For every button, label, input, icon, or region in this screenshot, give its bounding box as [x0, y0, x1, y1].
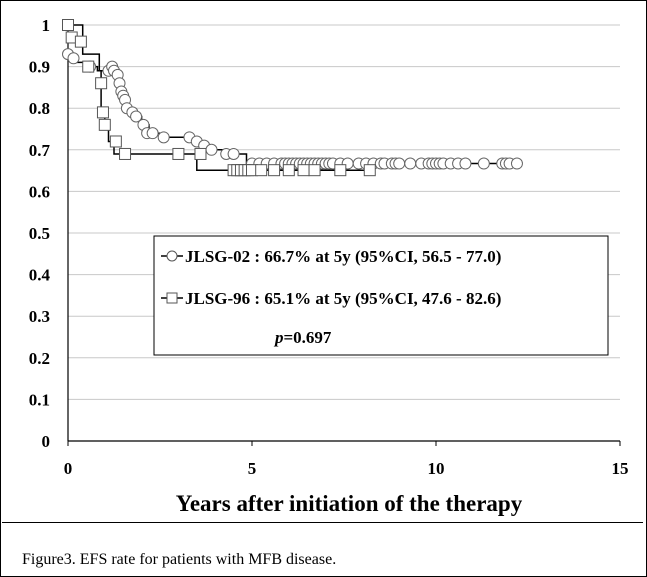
censor-mark-jlsg-96	[119, 147, 132, 160]
censor-mark-jlsg-02	[393, 157, 406, 170]
x-axis-title: Years after initiation of the therapy	[176, 491, 523, 516]
censor-mark-jlsg-96	[109, 135, 122, 148]
km-line-jlsg-96	[68, 24, 374, 171]
censor-mark-jlsg-02	[130, 110, 143, 123]
censor-mark-jlsg-96	[74, 35, 87, 48]
y-tick-label: 1	[42, 16, 51, 35]
legend-marker-jlsg96	[166, 292, 178, 304]
figure-caption: Figure3. EFS rate for patients with MFB …	[22, 551, 337, 568]
censor-mark-jlsg-02	[404, 157, 417, 170]
x-tick-label: 10	[428, 459, 445, 478]
censor-mark-jlsg-02	[205, 143, 218, 156]
y-tick-label: 0.8	[29, 99, 50, 118]
y-tick-label: 0.9	[29, 58, 50, 77]
censor-mark-jlsg-96	[334, 164, 347, 177]
censor-mark-jlsg-96	[255, 164, 268, 177]
y-tick-label: 0.1	[29, 390, 50, 409]
legend: JLSG-02 : 66.7% at 5y (95%CI, 56.5 - 77.…	[153, 235, 609, 356]
y-tick-label: 0	[42, 432, 51, 451]
censor-mark-jlsg-02	[67, 52, 80, 65]
x-axis-ticks: 0 5 10 15	[64, 441, 629, 478]
censor-mark-jlsg-02	[459, 157, 472, 170]
censor-mark-jlsg-96	[95, 77, 108, 90]
censor-mark-jlsg-96	[308, 164, 321, 177]
y-tick-label: 0.6	[29, 182, 50, 201]
y-tick-label: 0.3	[29, 307, 50, 326]
censor-mark-jlsg-02	[477, 157, 490, 170]
censor-mark-jlsg-96	[363, 164, 376, 177]
y-tick-label: 0.2	[29, 349, 50, 368]
censor-mark-jlsg-96	[297, 164, 310, 177]
y-tick-label: 0.5	[29, 224, 50, 243]
p-value: =0.697	[284, 328, 332, 347]
p-value-annotation: p=0.697	[273, 328, 332, 347]
km-chart: 0 0.1 0.2 0.3 0.4 0.5 0.6 0.7 0.8 0.9 1 0 5 10 15 Yea…	[29, 16, 629, 516]
caption-box: Figure3. EFS rate for patients with MFB …	[2, 522, 643, 576]
x-tick-label: 0	[64, 459, 73, 478]
censor-mark-jlsg-96	[96, 106, 109, 119]
censor-mark-jlsg-96	[62, 19, 74, 31]
series-group	[62, 19, 523, 177]
y-axis-ticks: 0 0.1 0.2 0.3 0.4 0.5 0.6 0.7 0.8 0.9 1	[29, 16, 51, 451]
censor-mark-jlsg-96	[98, 118, 111, 131]
legend-label-jlsg02: JLSG-02 : 66.7% at 5y (95%CI, 56.5 - 77.…	[185, 247, 501, 266]
censor-mark-jlsg-96	[82, 60, 95, 73]
censor-mark-jlsg-02	[510, 157, 523, 170]
legend-label-jlsg96: JLSG-96 : 65.1% at 5y (95%CI, 47.6 - 82.…	[185, 289, 501, 308]
p-symbol: p	[273, 328, 284, 347]
y-tick-label: 0.4	[29, 266, 51, 285]
censor-mark-jlsg-02	[146, 127, 159, 140]
y-tick-label: 0.7	[29, 141, 51, 160]
censor-mark-jlsg-96	[268, 164, 281, 177]
axes	[67, 25, 620, 442]
censor-mark-jlsg-96	[282, 164, 295, 177]
legend-marker-jlsg02	[166, 250, 178, 262]
censor-mark-jlsg-96	[194, 147, 207, 160]
censor-mark-jlsg-02	[157, 131, 170, 144]
censor-mark-jlsg-02	[227, 147, 240, 160]
censor-mark-jlsg-96	[172, 147, 185, 160]
legend-box	[153, 235, 609, 356]
x-tick-label: 5	[248, 459, 257, 478]
x-tick-label: 15	[612, 459, 629, 478]
